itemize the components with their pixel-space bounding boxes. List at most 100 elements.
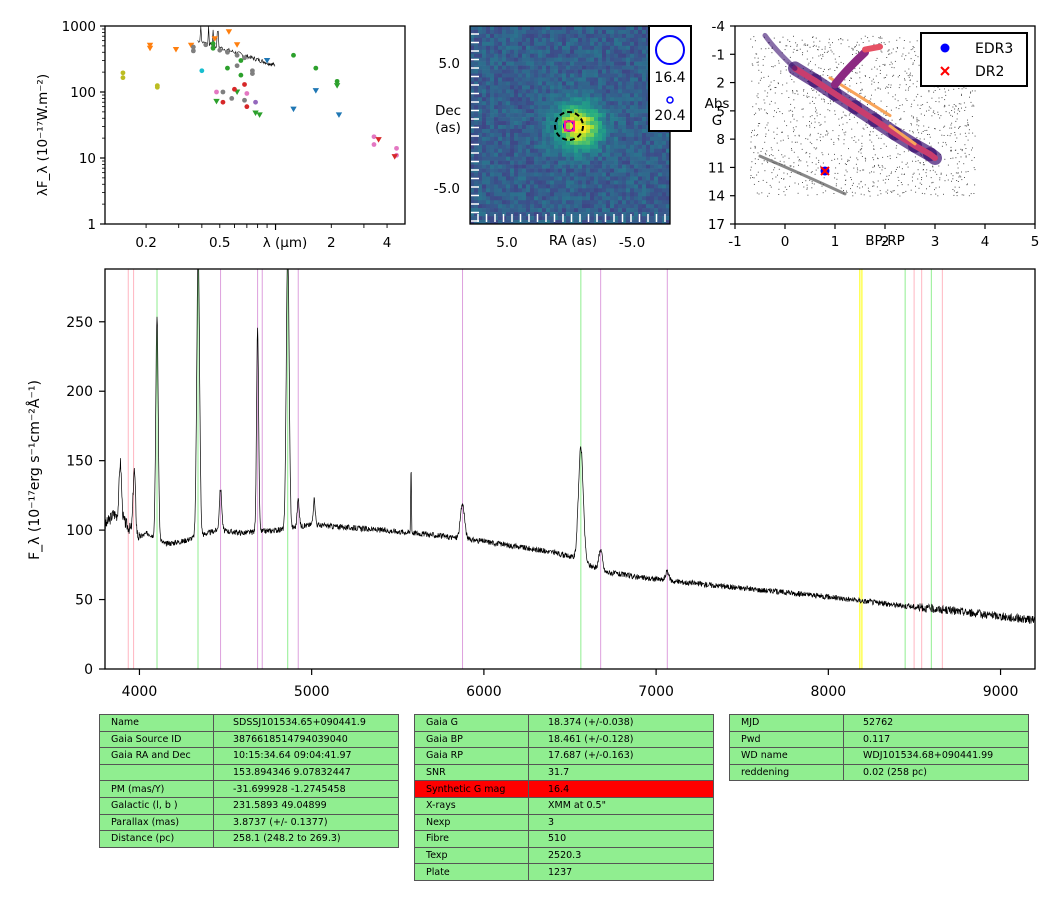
hrd-field-star [942, 71, 944, 73]
sed-upper-limit-point [290, 106, 297, 113]
image-pixel [518, 121, 523, 126]
hrd-field-star [887, 50, 889, 52]
hrd-field-star [845, 74, 847, 76]
image-pixel [666, 53, 671, 58]
spectrum-ylabel: F_λ (10⁻¹⁷erg s⁻¹cm⁻²Å⁻¹) [26, 380, 43, 560]
hrd-field-star [873, 111, 875, 113]
image-pixel [510, 152, 515, 157]
hrd-field-star [851, 184, 853, 186]
image-pixel [498, 49, 503, 55]
image-pixel [586, 77, 591, 82]
image-pixel [518, 101, 523, 106]
image-pixel [550, 160, 555, 165]
hrd-field-star [798, 183, 799, 185]
image-pixel [658, 132, 663, 138]
legend-dr2-label: DR2 [975, 64, 1004, 80]
hrd-field-star [782, 156, 784, 158]
image-pixel [642, 117, 647, 122]
hrd-field-star [949, 127, 951, 129]
image-pixel [498, 168, 503, 173]
hrd-field-star [969, 47, 971, 49]
hrd-field-star [909, 86, 911, 88]
image-pixel [486, 136, 491, 142]
hrd-field-star [760, 71, 762, 73]
image-pixel [486, 57, 491, 62]
image-pixel [662, 117, 667, 122]
hrd-field-star [867, 187, 869, 189]
hrd-field-star [871, 94, 872, 96]
hrd-field-star [842, 123, 844, 125]
image-pixel [578, 180, 583, 185]
hrd-field-star [784, 164, 786, 166]
hrd-field-star [912, 143, 913, 144]
hrd-field-star [867, 121, 869, 123]
image-pixel [570, 57, 575, 62]
sed-point [214, 89, 219, 95]
image-pixel [474, 128, 479, 134]
hrd-field-star [943, 135, 945, 136]
image-pixel [514, 168, 519, 173]
image-pixel [622, 121, 627, 126]
hrd-field-star [772, 155, 774, 157]
hrd-field-star [916, 121, 918, 123]
image-pixel [614, 85, 619, 90]
hrd-field-star [923, 125, 925, 127]
image-pixel [658, 216, 663, 221]
hrd-field-star [840, 155, 842, 157]
hrd-field-star [894, 127, 896, 129]
image-pixel [558, 172, 563, 177]
image-pixel [486, 69, 491, 74]
image-pixel [518, 188, 523, 193]
image-pixel [518, 105, 523, 110]
image-pixel [638, 125, 643, 130]
hrd-field-star [963, 76, 965, 78]
image-pixel [514, 200, 519, 205]
image-pixel [554, 33, 559, 39]
hrd-field-star [887, 189, 889, 191]
hrd-field-star [762, 64, 764, 66]
image-pixel [598, 164, 603, 169]
hrd-field-star [971, 149, 972, 151]
image-pixel [558, 45, 563, 51]
image-pixel [586, 121, 591, 126]
image-pixel [618, 93, 623, 98]
hrd-field-star [809, 141, 811, 143]
hrd-ytick-label: 17 [708, 217, 725, 233]
hrd-field-star [892, 75, 894, 77]
image-pixel [606, 156, 611, 161]
image-pixel [622, 152, 627, 157]
image-pixel [602, 192, 607, 197]
image-pixel [610, 180, 615, 185]
hrd-field-star [787, 137, 789, 139]
hrd-field-star [792, 90, 794, 92]
hrd-field-star [932, 85, 934, 87]
image-pixel [546, 192, 551, 197]
image-pixel [514, 89, 519, 94]
image-pixel [582, 93, 587, 98]
hrd-ytick-label: -1 [712, 47, 725, 63]
spectrum-info-table: MJD 52762 Pwd 0.117 WD name WDJ101534.68+0904… [729, 714, 1029, 782]
sed-point [220, 99, 226, 105]
table-key-cell: Synthetic G mag [414, 780, 529, 798]
hrd-field-star [953, 190, 955, 192]
image-pixel [498, 65, 503, 70]
hrd-field-star [783, 191, 785, 193]
image-pixel [490, 132, 495, 138]
image-pixel [486, 49, 491, 55]
image-pixel [582, 220, 587, 225]
hrd-field-star [842, 129, 843, 131]
image-pixel [594, 101, 599, 106]
sed-point [313, 65, 319, 71]
image-pixel [514, 212, 519, 217]
hrd-field-star [805, 180, 807, 182]
hrd-field-star [897, 76, 899, 78]
table-row: 153.894346 9.07832447 [99, 763, 399, 782]
image-pixel [498, 73, 503, 78]
hrd-field-star [928, 85, 929, 87]
hrd-field-star [797, 75, 799, 77]
hrd-field-star [879, 88, 881, 90]
hrd-field-star [757, 61, 759, 63]
hrd-field-star [937, 114, 939, 116]
hrd-field-star [956, 42, 958, 44]
image-pixel [554, 53, 559, 58]
